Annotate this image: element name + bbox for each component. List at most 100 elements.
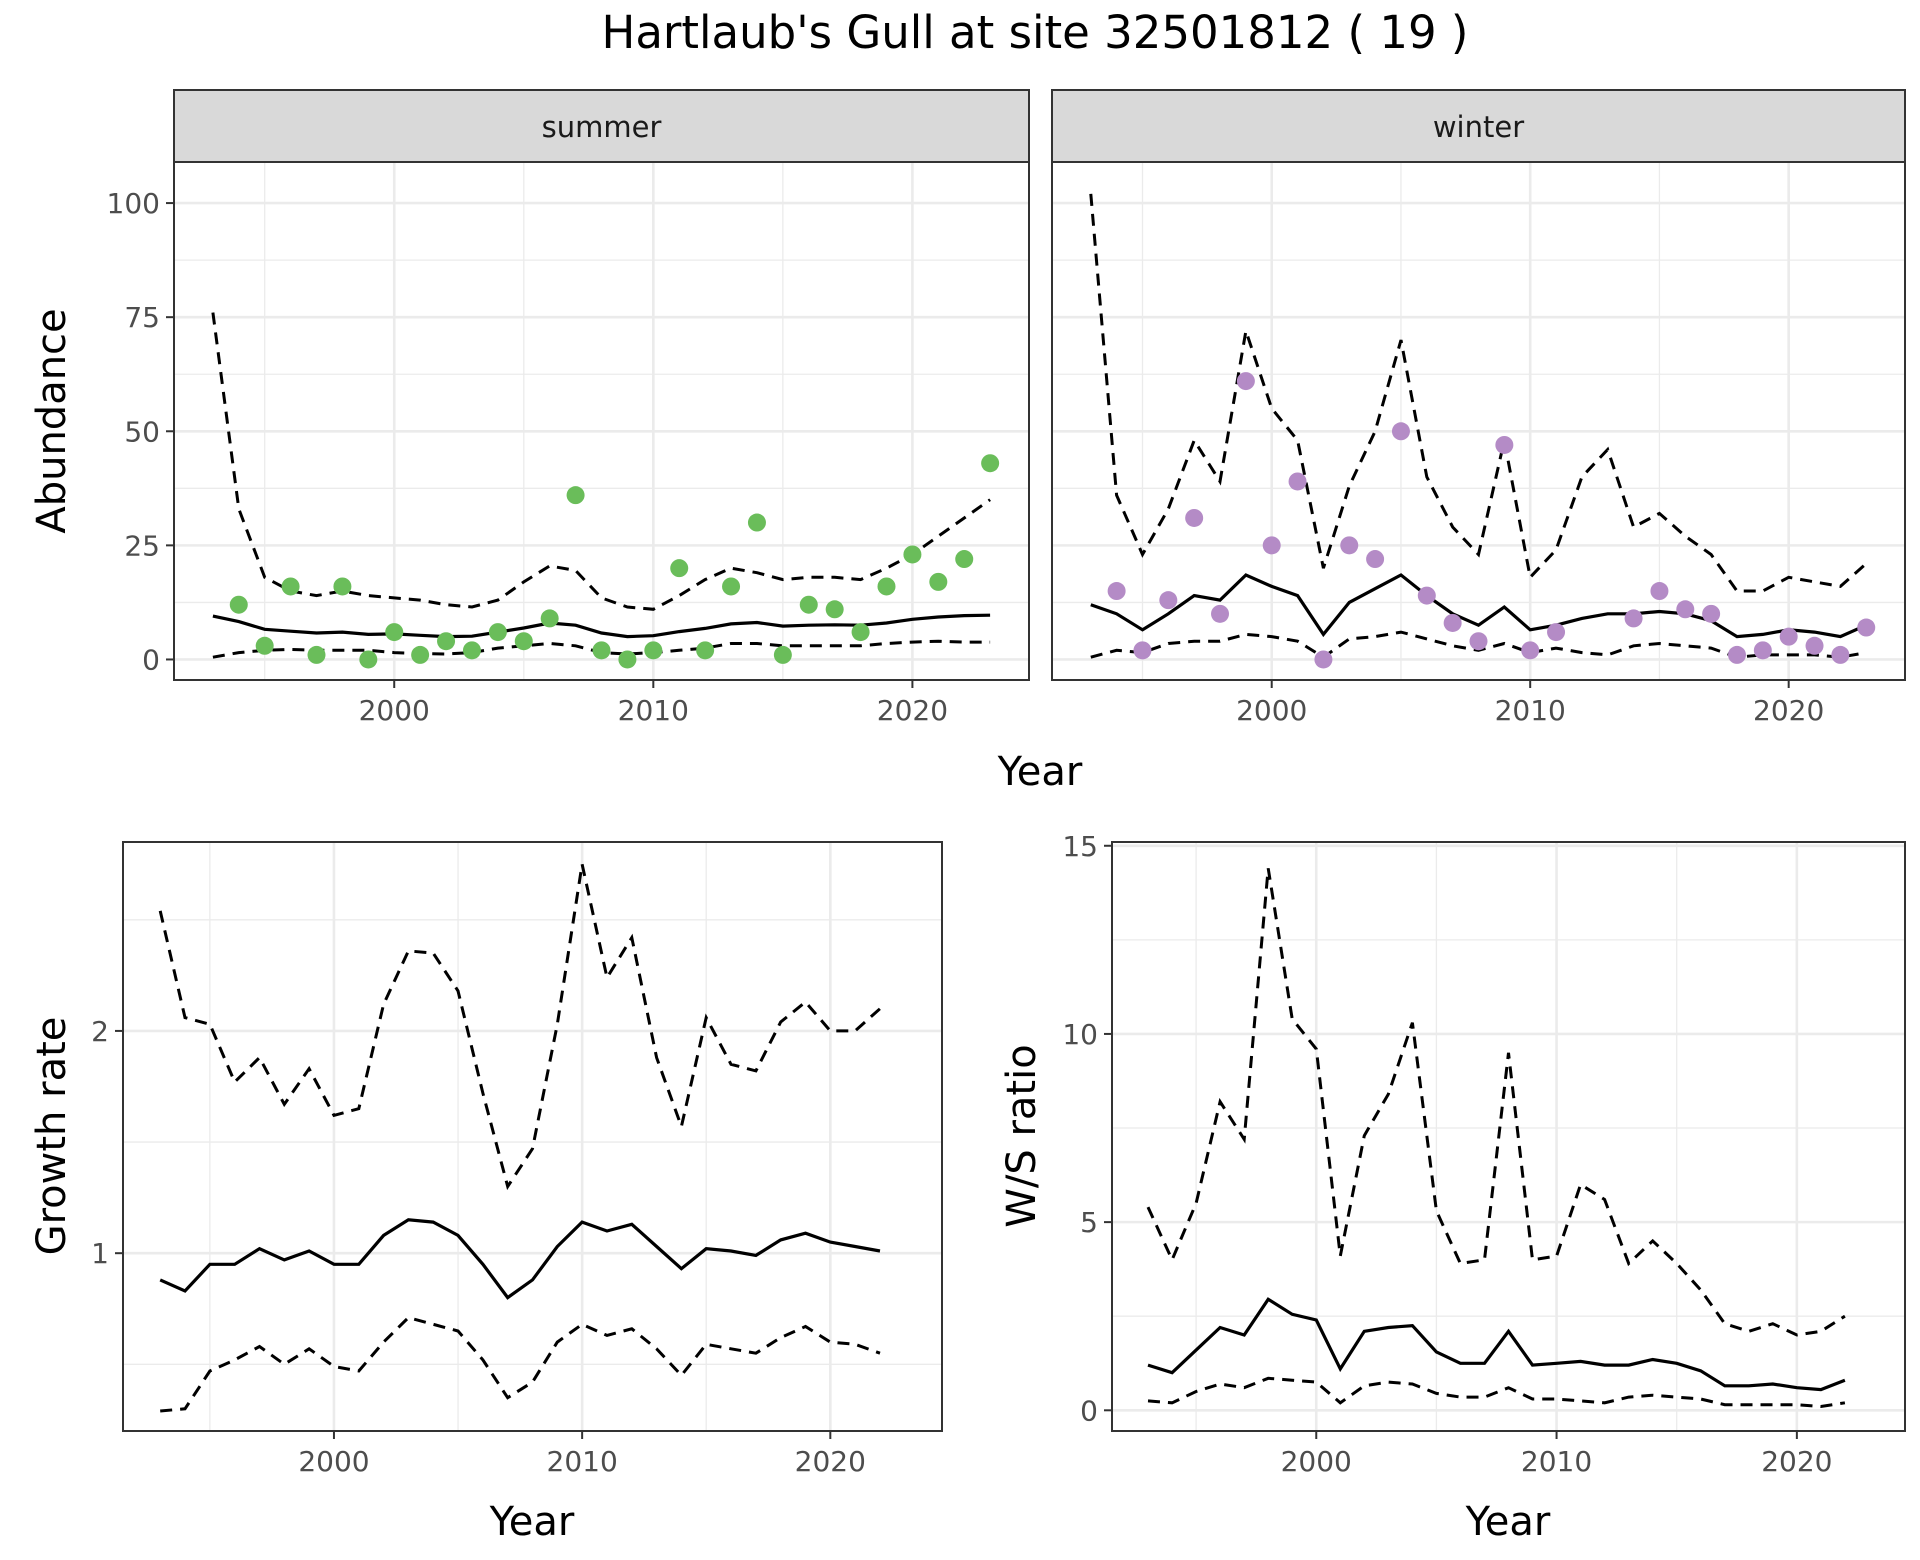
panel-border [122, 841, 943, 1432]
plot-background [123, 842, 942, 1431]
data-point [747, 513, 766, 532]
data-point [1469, 632, 1488, 651]
data-point [1262, 536, 1281, 555]
lower-bound-line [160, 1315, 881, 1413]
upper-bound-line [1146, 868, 1846, 1337]
facet-strip-label: summer [542, 110, 662, 144]
facet-strip [1051, 89, 1906, 163]
data-point [1624, 609, 1643, 628]
data-point [1521, 641, 1540, 660]
data-point [722, 577, 741, 596]
panel-summer: summer 2000 2010 2020 0 25 50 75 100 Abundance [29, 89, 1030, 727]
trend-line [159, 1218, 881, 1300]
upper-bound-line [211, 312, 991, 611]
data-point [1211, 604, 1230, 623]
y-tick-label: 1 [91, 1237, 109, 1270]
y-tick-label: 5 [1080, 1206, 1098, 1239]
x-axis-title: Year [489, 1499, 575, 1545]
data-point [514, 632, 533, 651]
data-point [903, 545, 922, 564]
x-tick-label: 2000 [1281, 1445, 1352, 1478]
data-point [307, 645, 326, 664]
y-axis-title: Growth rate [29, 1017, 75, 1256]
panel-winter: winter 2000 2010 2020 [1051, 89, 1906, 727]
upper-bound-line [158, 863, 881, 1191]
data-point [1443, 613, 1462, 632]
data-point [1805, 636, 1824, 655]
y-tick-label: 25 [124, 529, 160, 562]
x-tick-label: 2020 [1753, 694, 1824, 727]
data-point [462, 641, 481, 660]
top-x-axis-title: Year [997, 749, 1083, 795]
data-point [1107, 582, 1126, 601]
data-point [618, 650, 637, 669]
data-point [1753, 641, 1772, 660]
data-point [1495, 435, 1514, 454]
data-point [1650, 582, 1669, 601]
y-tick-label: 2 [91, 1015, 109, 1048]
y-tick-label: 0 [1080, 1394, 1098, 1427]
data-point [1133, 641, 1152, 660]
data-point [333, 577, 352, 596]
y-axis-title: Abundance [29, 308, 75, 533]
panel-border [1111, 841, 1906, 1432]
y-tick-label: 75 [124, 301, 160, 334]
data-point [1236, 372, 1255, 391]
data-point [1831, 645, 1850, 664]
data-point [1288, 472, 1307, 491]
trend-line [1147, 1297, 1846, 1392]
data-point [411, 645, 430, 664]
data-point [281, 577, 300, 596]
plot-background [1112, 842, 1905, 1431]
data-point [825, 600, 844, 619]
data-point [877, 577, 896, 596]
x-tick-label: 2020 [877, 694, 948, 727]
y-tick-label: 100 [107, 187, 160, 220]
plot-background [1052, 162, 1905, 680]
data-point [488, 623, 507, 642]
y-axis-title: W/S ratio [999, 1044, 1045, 1227]
x-tick-label: 2020 [1761, 1445, 1832, 1478]
x-tick-label: 2010 [1495, 694, 1566, 727]
y-tick-label: 10 [1062, 1018, 1098, 1051]
x-tick-label: 2000 [1236, 694, 1307, 727]
x-tick-label: 2010 [547, 1445, 618, 1478]
data-point [1702, 604, 1721, 623]
data-point [540, 609, 559, 628]
data-point [1185, 508, 1204, 527]
data-point [566, 486, 585, 505]
data-point [1779, 627, 1798, 646]
data-point [1417, 586, 1436, 605]
facet-strip-label: winter [1433, 110, 1524, 144]
data-point [592, 641, 611, 660]
data-point [1391, 422, 1410, 441]
data-point [1547, 623, 1566, 642]
data-point [929, 572, 948, 591]
x-tick-label: 2010 [618, 694, 689, 727]
data-point [1676, 600, 1695, 619]
data-point [773, 645, 792, 664]
data-point [1857, 618, 1876, 637]
x-tick-label: 2010 [1521, 1445, 1592, 1478]
figure-title: Hartlaub's Gull at site 32501812 ( 19 ) [602, 6, 1469, 59]
panel-growth-rate: 2000 2010 2020 1 2 Growth rate Year [29, 841, 943, 1545]
data-point [1159, 591, 1178, 610]
panel-ws-ratio: 2000 2010 2020 0 5 10 15 W/S ratio Year [999, 830, 1906, 1545]
data-point [255, 636, 274, 655]
facet-strip [173, 89, 1030, 163]
data-point [981, 454, 1000, 473]
data-point [437, 632, 456, 651]
data-point [644, 641, 663, 660]
y-tick-label: 15 [1062, 830, 1098, 863]
data-point [955, 550, 974, 569]
data-point [799, 595, 818, 614]
data-point [1340, 536, 1359, 555]
x-tick-label: 2000 [359, 694, 430, 727]
data-point [1314, 650, 1333, 669]
x-tick-label: 2020 [795, 1445, 866, 1478]
upper-bound-line [1089, 193, 1868, 593]
lower-bound-line [1147, 1376, 1846, 1409]
data-point [851, 623, 870, 642]
data-point [359, 650, 378, 669]
